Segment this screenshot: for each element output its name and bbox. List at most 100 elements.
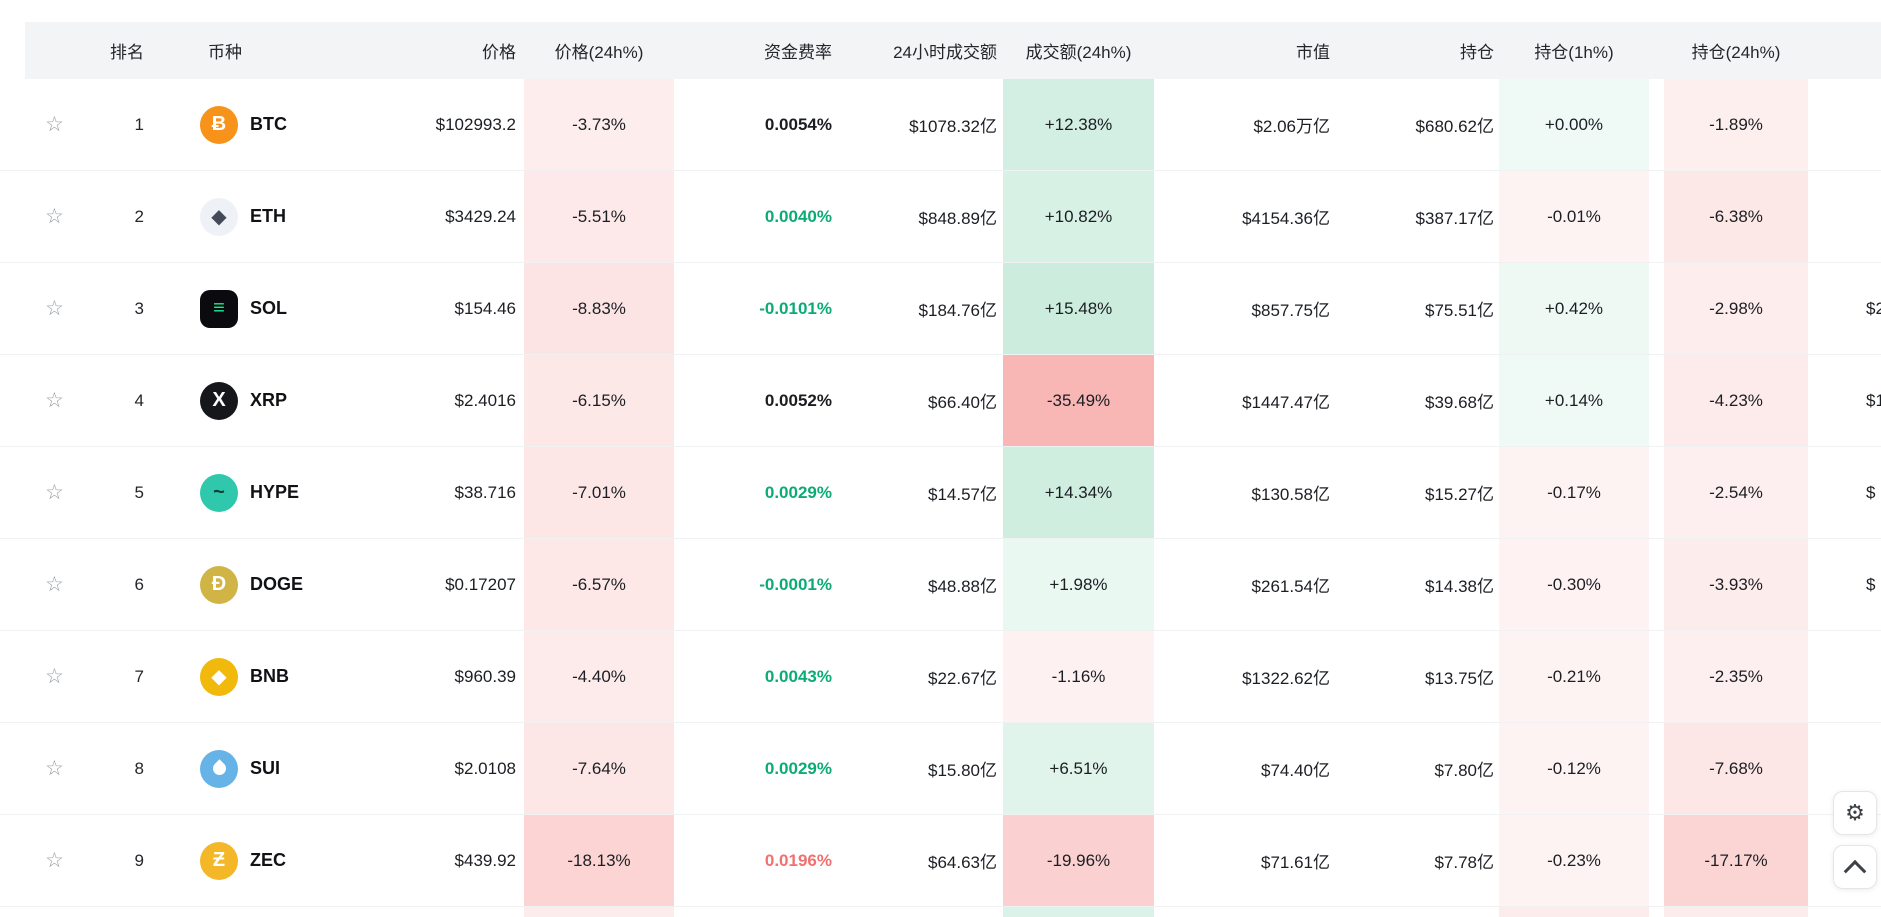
partial-cell: [0, 907, 78, 917]
partial-cell: [1664, 907, 1808, 917]
funding-rate-cell: 0.0043%: [764, 666, 832, 686]
price-change-cell: -8.83%: [524, 263, 674, 354]
coin-cell[interactable]: ≡ SOL: [150, 263, 400, 354]
rank-cell: 2: [134, 206, 144, 226]
partial-cell: [1649, 907, 1664, 917]
gap-cell: [1649, 171, 1664, 262]
price-cell: $3429.24: [445, 206, 516, 226]
open-interest-cell: $13.75亿: [1425, 669, 1494, 688]
favorite-star-icon[interactable]: ☆: [45, 757, 64, 780]
volume-change-cell: -19.96%: [1003, 815, 1154, 906]
volume-cell: $1078.32亿: [909, 117, 997, 136]
coin-cell[interactable]: ◆ ETH: [150, 171, 400, 262]
col-market-cap[interactable]: 市值: [1296, 43, 1330, 62]
gap-cell: [1649, 815, 1664, 906]
extra-column-cell: [1808, 171, 1881, 262]
gap-cell: [1649, 263, 1664, 354]
oi-24h-change-cell: -17.17%: [1664, 815, 1808, 906]
open-interest-cell: $15.27亿: [1425, 485, 1494, 504]
volume-change-cell: -1.16%: [1003, 631, 1154, 722]
oi-1h-change-cell: +0.14%: [1499, 355, 1649, 446]
col-oi-24h[interactable]: 持仓(24h%): [1691, 43, 1781, 62]
funding-rate-cell: 0.0052%: [764, 390, 832, 410]
settings-button[interactable]: ⚙: [1833, 791, 1877, 835]
funding-rate-cell: 0.0054%: [764, 114, 832, 134]
price-change-cell: -7.64%: [524, 723, 674, 814]
coin-cell[interactable]: ~ HYPE: [150, 447, 400, 538]
favorite-star-icon[interactable]: ☆: [45, 573, 64, 596]
oi-1h-change-cell: +0.00%: [1499, 79, 1649, 170]
col-price-24h[interactable]: 价格(24h%): [554, 43, 644, 62]
col-volume-change-24h[interactable]: 成交额(24h%): [1025, 43, 1132, 62]
col-coin[interactable]: 币种: [208, 43, 242, 62]
favorite-star-icon[interactable]: ☆: [45, 205, 64, 228]
market-cap-cell: $74.40亿: [1261, 761, 1330, 780]
scroll-to-top-button[interactable]: [1833, 845, 1877, 889]
partial-cell: [1003, 907, 1154, 917]
col-open-interest[interactable]: 持仓: [1460, 43, 1494, 62]
coin-cell[interactable]: ◆ BNB: [150, 631, 400, 722]
price-cell: $0.17207: [445, 574, 516, 594]
favorite-star-icon[interactable]: ☆: [45, 389, 64, 412]
coin-symbol: SUI: [250, 758, 281, 778]
favorite-star-icon[interactable]: ☆: [45, 113, 64, 136]
volume-cell: $22.67亿: [928, 669, 997, 688]
col-oi-1h[interactable]: 持仓(1h%): [1534, 43, 1614, 62]
price-cell: $38.716: [454, 482, 516, 502]
rank-cell: 1: [134, 114, 144, 134]
favorite-star-icon[interactable]: ☆: [45, 849, 64, 872]
extra-column-cell: $2: [1866, 298, 1881, 318]
partial-cell: [400, 907, 524, 917]
coin-icon: Ƀ: [200, 105, 238, 144]
oi-24h-change-cell: -7.68%: [1664, 723, 1808, 814]
partial-cell: [524, 907, 674, 917]
favorite-cell: ☆: [0, 723, 78, 814]
table-row: ☆ 1 Ƀ BTC $102993.2 -3.73% 0.0054% $1078…: [0, 79, 1881, 171]
col-favorite: [0, 22, 78, 79]
coin-cell[interactable]: Ƀ BTC: [150, 79, 400, 170]
oi-24h-change-cell: -2.54%: [1664, 447, 1808, 538]
col-volume-24h[interactable]: 24小时成交额: [893, 43, 997, 62]
price-change-cell: -4.40%: [524, 631, 674, 722]
favorite-star-icon[interactable]: ☆: [45, 297, 64, 320]
col-rank[interactable]: 排名: [110, 43, 144, 62]
open-interest-cell: $75.51亿: [1425, 301, 1494, 320]
price-change-cell: -3.73%: [524, 79, 674, 170]
funding-rate-cell: 0.0196%: [764, 850, 832, 870]
extra-column-cell: [1808, 631, 1881, 722]
table-header: 排名 币种 价格 价格(24h%) 资金费率 24小时成交额 成交额(24h%)…: [0, 22, 1881, 79]
price-change-cell: -6.15%: [524, 355, 674, 446]
favorite-cell: ☆: [0, 171, 78, 262]
gap-cell: [1649, 631, 1664, 722]
oi-24h-change-cell: -1.89%: [1664, 79, 1808, 170]
rank-cell: 4: [134, 390, 144, 410]
market-cap-cell: $1447.47亿: [1242, 393, 1330, 412]
favorite-cell: ☆: [0, 79, 78, 170]
price-change-cell: -7.01%: [524, 447, 674, 538]
coin-cell[interactable]: Ð DOGE: [150, 539, 400, 630]
volume-change-cell: +10.82%: [1003, 171, 1154, 262]
funding-rate-cell: 0.0040%: [764, 206, 832, 226]
favorite-star-icon[interactable]: ☆: [45, 481, 64, 504]
favorite-star-icon[interactable]: ☆: [45, 665, 64, 688]
coin-cell[interactable]: X XRP: [150, 355, 400, 446]
table-row: ☆ 3 ≡ SOL $154.46 -8.83% -0.0101% $184.7…: [0, 263, 1881, 355]
market-cap-cell: $4154.36亿: [1242, 209, 1330, 228]
favorite-cell: ☆: [0, 815, 78, 906]
gap-cell: [1649, 723, 1664, 814]
favorite-cell: ☆: [0, 447, 78, 538]
gear-icon: ⚙: [1845, 800, 1865, 825]
coin-cell[interactable]: Ƶ ZEC: [150, 815, 400, 906]
volume-cell: $64.63亿: [928, 853, 997, 872]
col-price[interactable]: 价格: [482, 43, 516, 62]
oi-24h-change-cell: -2.98%: [1664, 263, 1808, 354]
price-change-cell: -6.57%: [524, 539, 674, 630]
market-cap-cell: $261.54亿: [1251, 577, 1330, 596]
partial-cell: [1499, 907, 1649, 917]
partial-cell: [845, 907, 1003, 917]
col-funding-rate[interactable]: 资金费率: [764, 43, 832, 62]
volume-cell: $14.57亿: [928, 485, 997, 504]
price-cell: $102993.2: [435, 114, 516, 134]
coin-cell[interactable]: SUI: [150, 723, 400, 814]
partial-cell: [78, 907, 150, 917]
